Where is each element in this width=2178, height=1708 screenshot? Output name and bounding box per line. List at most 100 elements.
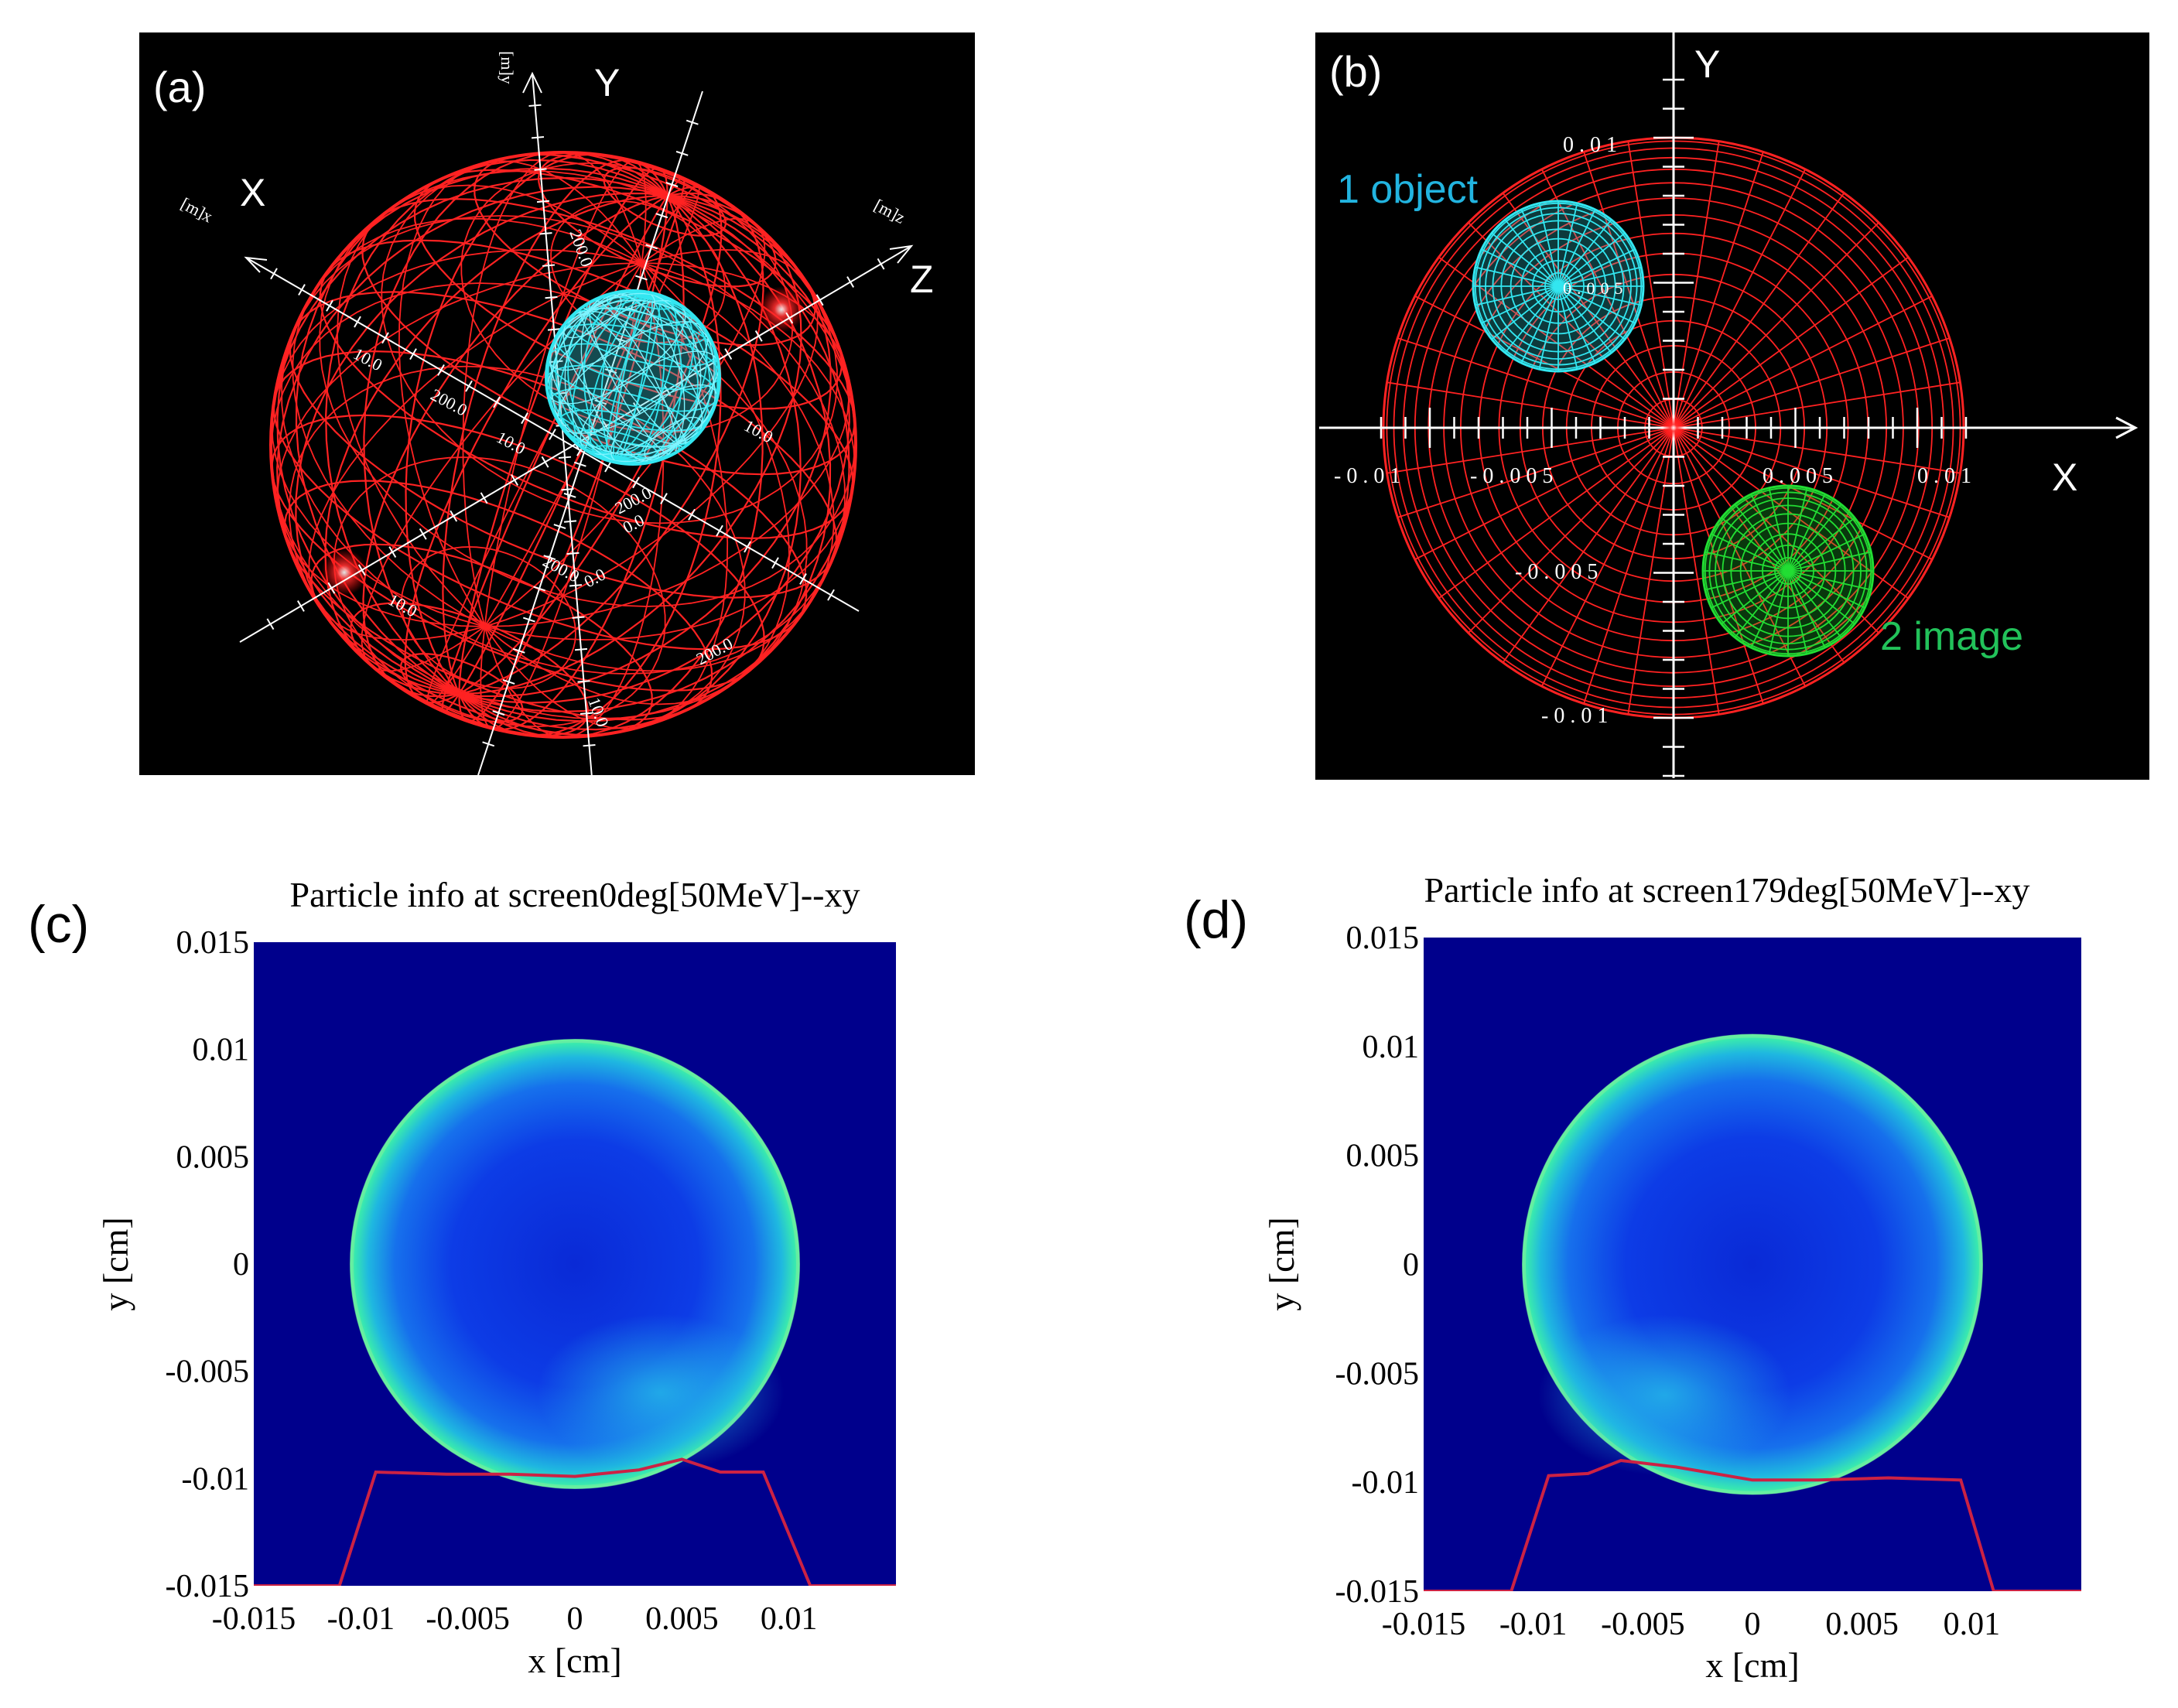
panel-b-image-spoke	[1768, 570, 1789, 654]
panel-b-object-spoke	[1557, 266, 1642, 287]
panel-b-object-spoke	[1520, 209, 1559, 287]
panel-b-grid-spoke	[1583, 152, 1674, 429]
panel-a-axis-tick	[566, 552, 580, 555]
panel-a-axis-tick	[326, 299, 333, 312]
panel-b-grid-spoke	[1386, 427, 1674, 474]
panel-a-axis-tick	[493, 396, 501, 408]
panel-a-axis-tick	[660, 493, 668, 505]
panel-a-sphere-b-meridian	[480, 160, 647, 729]
x-tick-label: -0.015	[212, 1601, 296, 1637]
panel-a-axis-tick	[511, 474, 519, 486]
panel-b-ytick-0: 0.01	[1563, 133, 1622, 157]
panel-a-axis-tick	[799, 573, 807, 585]
panel-b-xtick-3: 0.01	[1917, 464, 1977, 488]
panel-c-ylabel: y [cm]	[96, 1217, 135, 1310]
panel-b-image-spoke	[1711, 533, 1789, 572]
panel-a-axis-tick	[744, 541, 751, 553]
panel-a-axis-tick	[573, 461, 586, 467]
panel-a-axis-tick	[545, 295, 558, 299]
panel-b-object-spoke	[1557, 285, 1612, 354]
panel-b-object-spoke	[1557, 285, 1636, 324]
panel-a-axis-tick	[771, 557, 779, 569]
panel-b-image-spoke	[1787, 533, 1865, 572]
panel-a-axis-tick	[665, 182, 679, 187]
panel-a-unit-y: [m]y	[497, 51, 517, 84]
panel-b-grid-spoke	[1414, 427, 1674, 561]
panel-b-image-outline	[1701, 484, 1875, 658]
panel-a-axis-tick	[465, 380, 473, 392]
panel-b-grid-spoke	[1673, 337, 1950, 429]
panel-a-axis-tick	[716, 524, 723, 537]
panel-a-axis-tick	[572, 616, 585, 619]
panel-b-object-label: 1 object	[1337, 167, 1479, 212]
panel-a-axis-tick	[482, 741, 495, 747]
panel-b-grid-spoke	[1673, 427, 1845, 663]
panel-a-axis-tick	[521, 412, 528, 425]
x-tick-label: 0.01	[761, 1601, 818, 1637]
panel-a-axis-tick	[563, 492, 576, 498]
x-tick-label: -0.01	[327, 1601, 395, 1637]
panel-a-axis-tick	[539, 232, 552, 235]
panel-b-image-spoke	[1704, 570, 1789, 591]
panel-a-axis-tick	[388, 546, 397, 559]
panel-a-sphere-b-meridian	[398, 160, 729, 729]
panel-a-axis-z-label: Z	[910, 258, 934, 301]
x-tick-label: 0	[567, 1601, 583, 1637]
y-tick-label: 0	[233, 1247, 249, 1283]
panel-b-grid-spoke	[1673, 427, 1764, 704]
panel-d-ylabel: y [cm]	[1262, 1217, 1301, 1310]
panel-b-grid-spoke	[1673, 222, 1879, 429]
panel-a-axis-tick	[693, 366, 702, 378]
panel-b-grid-spoke	[1414, 295, 1674, 429]
panel-c-title: Particle info at screen0deg[50MeV]--xy	[290, 875, 860, 914]
panel-b-object-spoke	[1520, 285, 1559, 364]
y-tick-label: 0.01	[1363, 1030, 1420, 1065]
panel-b: (b) Y X 1 object 2 image -0.01 -0.005 0.…	[1315, 32, 2149, 780]
panel-b-object-spoke	[1557, 232, 1626, 287]
y-tick-label: 0.015	[176, 925, 250, 961]
panel-a-axis-tick	[536, 200, 550, 203]
panel-a-sphere-b-meridian	[361, 217, 766, 672]
panel-a-axis-tick	[270, 268, 278, 280]
panel-b-grid-spoke	[1627, 141, 1674, 429]
panel-a-axis-tick	[298, 284, 306, 295]
panel-b-grid-spoke	[1673, 427, 1909, 600]
panel-a-axis-tick	[327, 582, 336, 594]
panel-b-letter: (b)	[1329, 47, 1382, 96]
panel-a-axis-tick	[675, 150, 689, 156]
panel-b-object-spoke	[1491, 232, 1559, 287]
panel-a-axis-tick	[542, 264, 556, 267]
panel-c-profile-line	[254, 1457, 896, 1586]
panel-a-axis-tick	[266, 618, 275, 630]
panel-b-tick-labels: -0.01 -0.005 0.005 0.01 0.01 -0.005 -0.0…	[1334, 133, 1977, 728]
panel-b-grid-spoke	[1673, 193, 1845, 429]
y-tick-label: 0	[1403, 1248, 1419, 1283]
panel-a-letter: (a)	[153, 63, 206, 111]
x-tick-label: -0.005	[1601, 1607, 1685, 1642]
panel-a-axis-tick	[632, 402, 641, 414]
panel-a-axis-tick	[632, 477, 640, 489]
panel-b-object-tick: 0.005	[1563, 278, 1629, 298]
panel-b-grid-spoke	[1540, 427, 1674, 687]
y-tick-label: 0.01	[193, 1033, 250, 1068]
x-tick-label: -0.005	[426, 1601, 510, 1637]
panel-b-object-spoke	[1538, 203, 1559, 287]
panel-d-profile-line	[1424, 1458, 2081, 1591]
panel-a-axis-tick	[296, 600, 305, 612]
panel-c-intensity-disk	[350, 1039, 800, 1489]
panel-a-axis-tick	[645, 244, 658, 250]
panel-b-image-spoke	[1734, 504, 1789, 572]
panel-d-xlabel: x [cm]	[1705, 1645, 1799, 1685]
panel-d-letter: (d)	[1184, 890, 1248, 949]
heatmap-rim	[350, 1039, 800, 1489]
panel-c-ticks: -0.015 -0.01 -0.005 0 0.005 0.01 0.015 0.01 0.00…	[166, 925, 818, 1637]
panel-a-axis-tick	[531, 136, 545, 139]
panel-b-xtick-0: -0.01	[1334, 464, 1406, 488]
panel-a-axis-tick	[558, 456, 572, 459]
panel-a-sphere-meridian	[269, 176, 857, 713]
panel-b-image-spoke	[1787, 570, 1842, 638]
panel-b-grid-spoke	[1673, 427, 1950, 518]
panel-a-axis-tick	[580, 712, 593, 715]
panel-b-image-spoke	[1787, 570, 1872, 591]
